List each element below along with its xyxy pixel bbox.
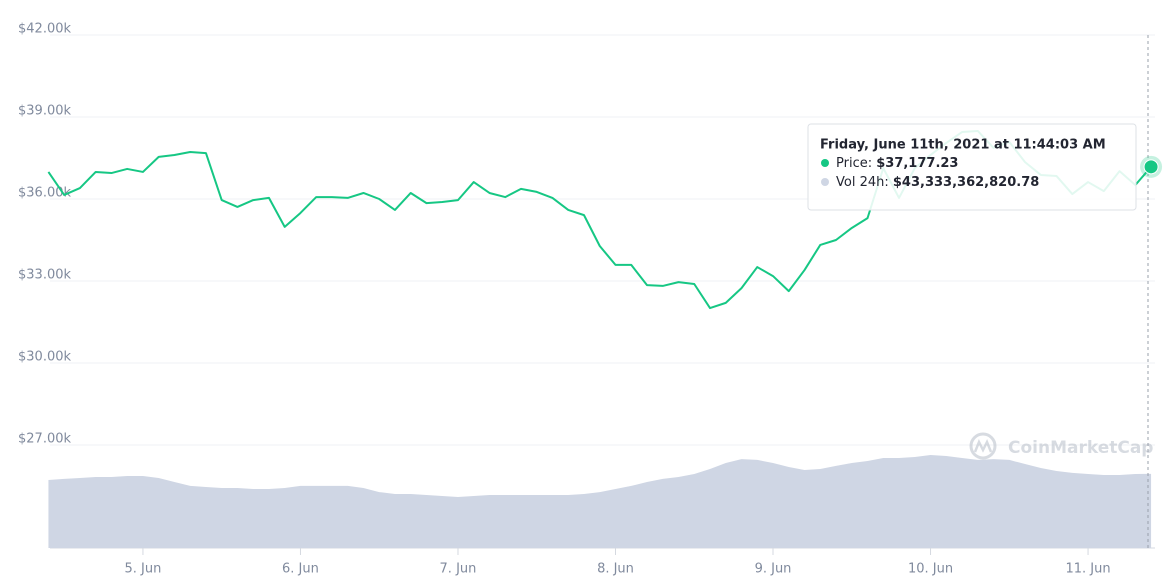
watermark-text: CoinMarketCap [1008, 438, 1153, 458]
y-tick-label: $42.00k [18, 22, 71, 37]
tooltip-row: Price: $37,177.23 [836, 156, 958, 171]
watermark-logo-mark [973, 438, 993, 453]
y-tick-label: $39.00k [18, 104, 71, 119]
x-tick-label: 6. Jun [282, 562, 319, 577]
volume-area [48, 454, 1152, 548]
x-tick-label: 11. Jun [1065, 562, 1110, 577]
y-tick-label: $30.00k [18, 350, 71, 365]
x-tick-label: 9. Jun [755, 562, 792, 577]
tooltip-row: Vol 24h: $43,333,362,820.78 [836, 175, 1039, 190]
tooltip-label: Vol 24h: [836, 175, 889, 190]
hover-point [1140, 155, 1163, 178]
x-tick-label: 8. Jun [597, 562, 634, 577]
x-tick-label: 10. Jun [908, 562, 953, 577]
tooltip-title: Friday, June 11th, 2021 at 11:44:03 AM [820, 138, 1106, 153]
tooltip: Friday, June 11th, 2021 at 11:44:03 AM P… [807, 123, 1137, 211]
y-tick-label: $36.00k [18, 186, 71, 201]
tooltip-bullet [821, 159, 829, 167]
x-tick-label: 5. Jun [125, 562, 162, 577]
y-tick-label: $33.00k [18, 268, 71, 283]
y-tick-label: $27.00k [18, 432, 71, 447]
watermark-logo [969, 432, 997, 460]
tooltip-value: $43,333,362,820.78 [893, 175, 1039, 190]
plot-area: $27.00k $30.00k $33.00k $36.00k $39.00k $42.0… [18, 22, 1155, 577]
watermark: CoinMarketCap [969, 432, 1153, 460]
tooltip-value: $37,177.23 [876, 156, 958, 171]
tooltip-box [807, 123, 1137, 211]
hover-point [1143, 159, 1159, 175]
x-tick-label: 7. Jun [440, 562, 477, 577]
tooltip-bullet [821, 178, 829, 186]
tooltip-label: Price: [836, 156, 872, 171]
